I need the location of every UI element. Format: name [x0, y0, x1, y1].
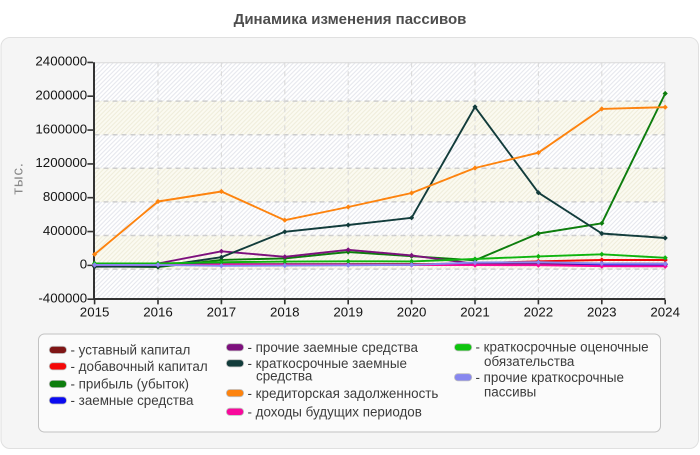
svg-text:- краткосрочные заемные: - краткосрочные заемные	[248, 356, 407, 371]
svg-text:- уставный капитал: - уставный капитал	[71, 343, 191, 358]
svg-text:1600000: 1600000	[35, 121, 87, 136]
svg-text:2017: 2017	[207, 305, 237, 320]
svg-text:2023: 2023	[587, 305, 617, 320]
svg-text:2022: 2022	[524, 305, 554, 320]
svg-text:- заемные средства: - заемные средства	[71, 393, 195, 408]
svg-text:2024: 2024	[650, 305, 680, 320]
svg-text:2016: 2016	[143, 305, 173, 320]
svg-text:2000000: 2000000	[35, 88, 87, 103]
svg-text:- добавочный капитал: - добавочный капитал	[71, 359, 208, 374]
svg-text:обязательства: обязательства	[484, 354, 575, 369]
svg-text:2021: 2021	[460, 305, 490, 320]
svg-text:2018: 2018	[270, 305, 300, 320]
svg-text:тыс.: тыс.	[10, 162, 27, 195]
svg-text:1200000: 1200000	[35, 155, 87, 170]
svg-text:2015: 2015	[80, 305, 110, 320]
svg-text:- краткосрочные оценочные: - краткосрочные оценочные	[476, 340, 649, 355]
svg-text:2400000: 2400000	[35, 54, 87, 69]
svg-text:2020: 2020	[397, 305, 427, 320]
svg-text:400000: 400000	[43, 223, 87, 238]
svg-text:800000: 800000	[43, 189, 87, 204]
svg-text:средства: средства	[256, 368, 313, 383]
svg-text:- прочие заемные средства: - прочие заемные средства	[248, 340, 419, 355]
svg-text:- кредиторская задолженность: - кредиторская задолженность	[248, 386, 439, 401]
svg-text:- доходы будущих периодов: - доходы будущих периодов	[248, 405, 422, 420]
svg-text:2019: 2019	[333, 305, 363, 320]
svg-text:- прочие краткосрочные: - прочие краткосрочные	[476, 370, 624, 385]
svg-text:-400000: -400000	[38, 291, 87, 306]
svg-text:Динамика изменения пассивов: Динамика изменения пассивов	[234, 11, 467, 28]
svg-text:- прибыль (убыток): - прибыль (убыток)	[71, 377, 190, 392]
svg-text:пассивы: пассивы	[484, 385, 536, 400]
svg-text:0: 0	[80, 257, 87, 272]
